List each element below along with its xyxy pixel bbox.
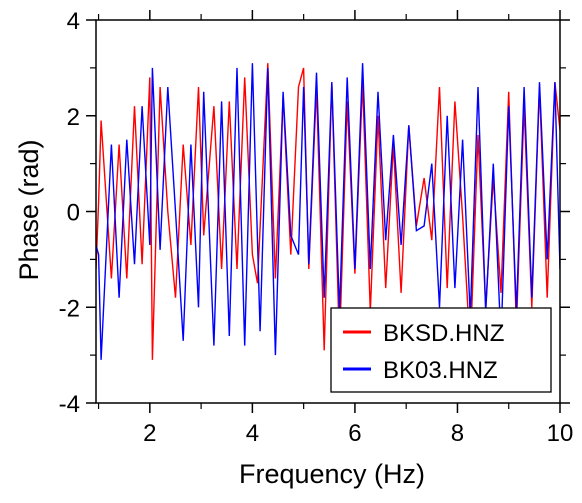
x-tick-label: 6: [348, 420, 361, 447]
axes-layer: 2 4 6 8 10 -4 -2 0 2 4: [59, 8, 574, 447]
legend: BKSD.HNZ BK03.HNZ: [330, 307, 552, 393]
x-axis-label: Frequency (Hz): [239, 459, 425, 489]
legend-label: BKSD.HNZ: [383, 320, 504, 347]
y-tick-label: -2: [59, 295, 80, 322]
x-tick-label: 8: [451, 420, 464, 447]
x-tick-label: 4: [246, 420, 259, 447]
y-tick-label: 2: [67, 104, 80, 131]
plot-border: [95, 19, 561, 404]
y-tick-label: 4: [67, 8, 80, 35]
y-tick-label: 0: [67, 200, 80, 227]
y-tick-label: -4: [59, 391, 80, 418]
y-axis-label: Phase (rad): [14, 139, 44, 280]
legend-label: BK03.HNZ: [383, 357, 498, 384]
labels-layer: Frequency (Hz) Phase (rad): [14, 139, 425, 489]
series-line-bk03-hnz: [96, 63, 560, 360]
series-layer: [96, 63, 560, 360]
x-tick-label: 2: [143, 420, 156, 447]
legend-box: [330, 307, 552, 393]
series-line-bksd-hnz: [96, 63, 560, 360]
x-tick-label: 10: [547, 420, 574, 447]
plot-frame: [95, 19, 561, 404]
